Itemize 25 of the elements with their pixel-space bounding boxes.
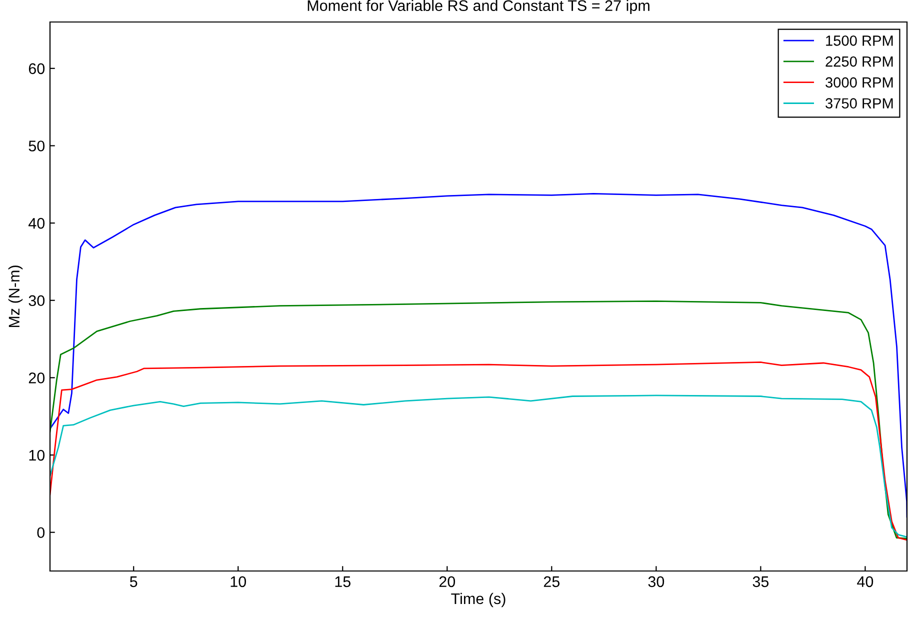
line-series [50,300,907,540]
y-tick-label: 40 [28,218,45,229]
y-tick-label: 0 [37,527,45,538]
x-tick-label: 40 [857,576,874,588]
y-tick-label: 20 [28,372,45,384]
line-series [50,394,907,538]
x-tick-label: 10 [230,576,246,588]
x-axis-title: Time (s) [451,592,506,608]
line-series [50,362,907,541]
legend-label: 2250 RPM [826,56,893,67]
legend-label: 1500 RPM [826,36,893,46]
legend-label: 3000 RPM [826,77,893,88]
x-tick-label: 15 [335,576,350,588]
y-tick-label: 50 [28,140,45,152]
x-tick-label: 30 [648,576,664,588]
x-tick-label: 25 [544,576,560,588]
chart-title: Moment for Variable RS and Constant TS = 27 ipm [308,0,650,14]
x-tick-label: 20 [439,576,456,588]
y-axis-title: Mz (N-m) [8,266,23,328]
x-tick-label: 35 [752,576,769,588]
x-tick-label: 5 [130,576,138,588]
y-tick-label: 60 [28,63,45,74]
legend-label: 3750 RPM [826,98,893,108]
y-tick-label: 10 [29,450,45,461]
y-tick-label: 30 [28,295,45,306]
